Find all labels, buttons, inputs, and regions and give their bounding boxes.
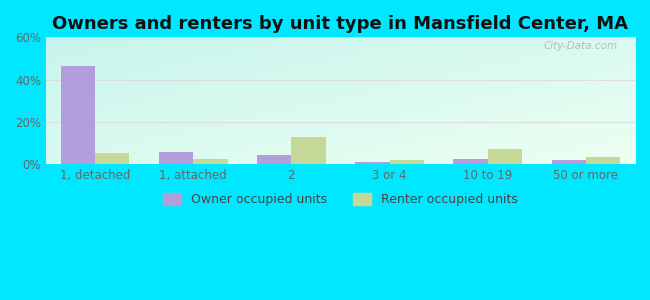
Bar: [95, 153, 129, 164]
Bar: [488, 149, 522, 164]
Text: City-Data.com: City-Data.com: [543, 41, 618, 51]
Bar: [586, 157, 620, 164]
Bar: [453, 159, 488, 164]
Bar: [193, 159, 227, 164]
Bar: [257, 155, 291, 164]
Bar: [60, 66, 95, 164]
Bar: [552, 160, 586, 164]
Bar: [355, 162, 389, 164]
Bar: [159, 152, 193, 164]
Bar: [291, 137, 326, 164]
Legend: Owner occupied units, Renter occupied units: Owner occupied units, Renter occupied un…: [158, 188, 523, 211]
Bar: [389, 160, 424, 164]
Title: Owners and renters by unit type in Mansfield Center, MA: Owners and renters by unit type in Mansf…: [53, 15, 629, 33]
